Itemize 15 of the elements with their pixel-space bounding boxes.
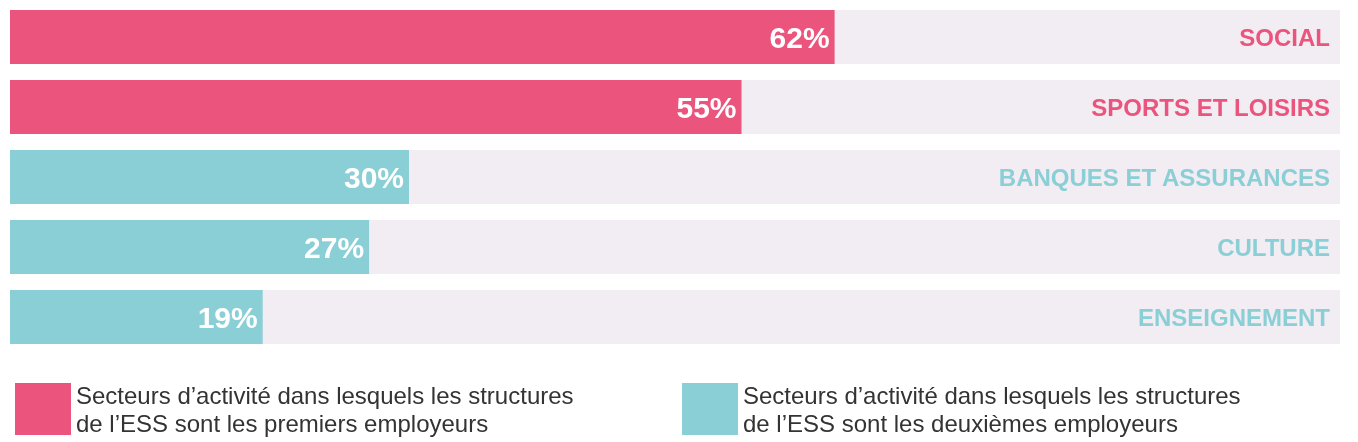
legend-label: Secteurs d’activité dans lesquels les structures de l’ESS sont les premiers employeurs	[76, 381, 581, 437]
bar	[10, 290, 263, 344]
data-label: 55%	[676, 90, 737, 124]
y-tick-label: SPORTS ET LOISIRS	[1091, 93, 1330, 121]
y-tick-label: ENSEIGNEMENT	[1137, 303, 1331, 331]
data-label: 62%	[769, 20, 830, 54]
y-tick-label: BANQUES ET ASSURANCES	[998, 163, 1330, 191]
data-label: 30%	[343, 160, 404, 194]
y-tick-label: SOCIAL	[1239, 23, 1330, 51]
y-tick-label: CULTURE	[1217, 233, 1330, 261]
bar	[10, 150, 409, 204]
data-label: 19%	[197, 300, 258, 334]
legend-label: Secteurs d’activité dans lesquels les structures de l’ESS sont les deuxièmes employeurs	[743, 381, 1248, 437]
data-label: 27%	[304, 230, 365, 264]
bar	[10, 220, 370, 274]
